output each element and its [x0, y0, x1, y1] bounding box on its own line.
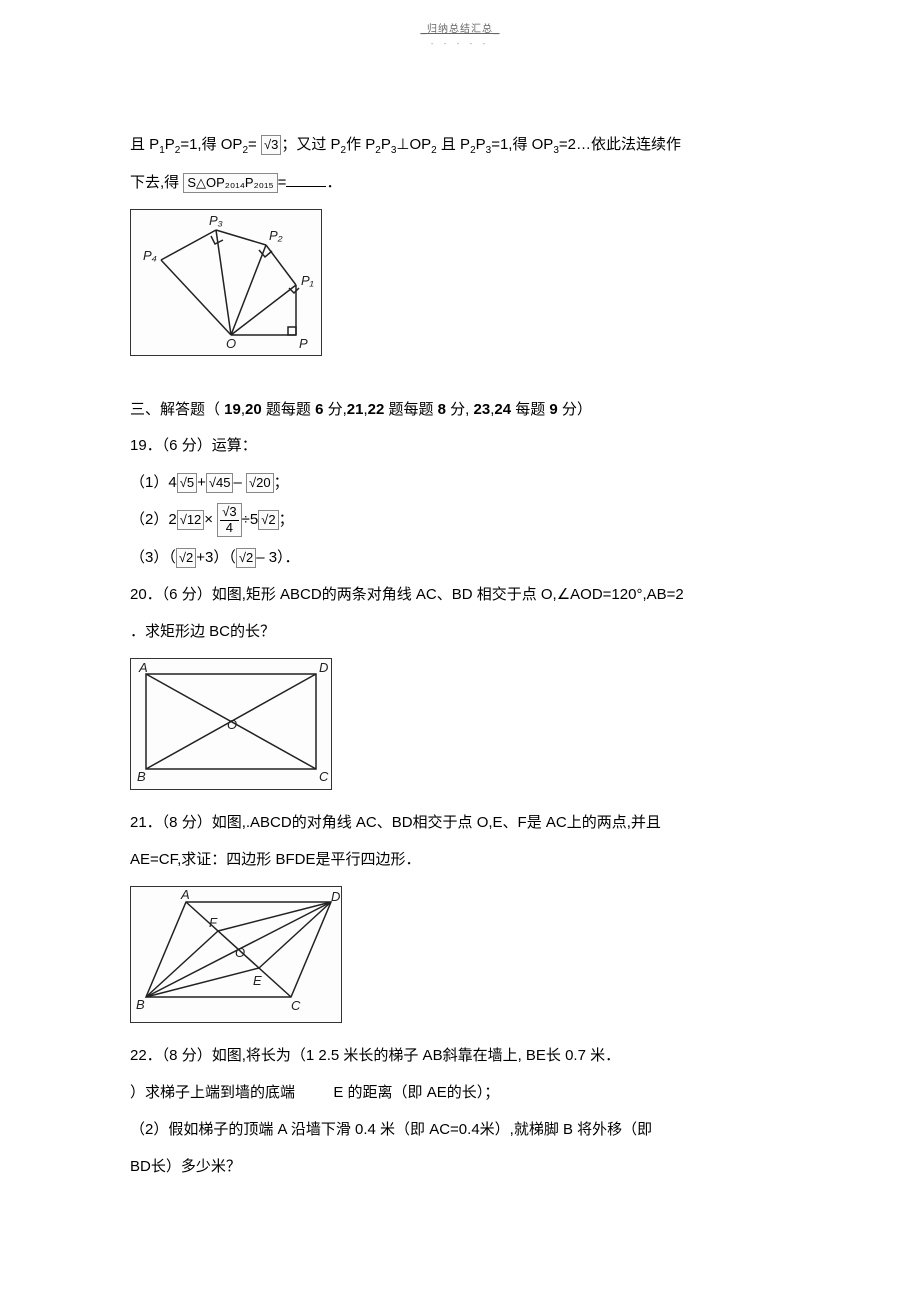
label-P2: P₂ — [269, 228, 283, 243]
label-P1: P₁ — [301, 273, 314, 288]
text: 且 P — [437, 136, 470, 153]
sqrt2b: √2 — [236, 548, 256, 568]
label-P: P — [299, 336, 308, 350]
header-sub: - - - - - — [130, 39, 790, 48]
label-D: D — [319, 660, 328, 675]
label-P4: P₄ — [143, 248, 157, 263]
text: P — [165, 136, 175, 153]
q19-head: 19．（6 分）运算： — [130, 429, 790, 462]
text: ）求梯子上端到墙的底端 — [130, 1084, 295, 1101]
q22-line1: 22．（8 分）如图,将长为（1 2.5 米长的梯子 AB斜靠在墙上, BE长 … — [130, 1039, 790, 1072]
label-B: B — [137, 769, 146, 784]
q22-line2: ）求梯子上端到墙的底端 E 的距离（即 AE的长）； — [130, 1076, 790, 1109]
label-O: O — [226, 336, 236, 350]
sqrt45: √45 — [206, 473, 234, 493]
text: = — [278, 174, 287, 191]
text: ；又过 P — [281, 136, 340, 153]
q21-svg: A D B C F O E — [131, 887, 341, 1017]
q22-line3: （2）假如梯子的顶端 A 沿墙下滑 0.4 米（即 AC=0.4米）,就梯脚 B… — [130, 1113, 790, 1146]
q18-line2: 下去,得 S△OP₂₀₁₄P₂₀₁₅= ． — [130, 166, 790, 199]
text: – — [233, 474, 241, 491]
text: ÷5 — [242, 511, 259, 528]
page: _归纳总结汇总_ - - - - - 且 P1P2=1,得 OP2= √3；又过… — [0, 0, 920, 1247]
text: – 3）． — [256, 549, 299, 566]
text: ； — [274, 474, 289, 491]
label-C: C — [291, 998, 301, 1013]
text: = — [248, 136, 257, 153]
text: （2）2 — [130, 511, 177, 528]
label-A: A — [180, 887, 190, 902]
frac-sqrt3-4: √34 — [217, 503, 241, 537]
q20-line2: ．求矩形边 BC的长？ — [130, 615, 790, 648]
q20-svg: A D B C O — [131, 659, 331, 784]
sqrt2a: √2 — [176, 548, 196, 568]
text: ． — [326, 174, 341, 191]
text: =2…依此法连续作 — [559, 136, 681, 153]
label-P3: P₃ — [209, 213, 223, 228]
label-E: E — [253, 973, 262, 988]
text: 且 P — [130, 136, 159, 153]
text: +3）（ — [196, 549, 236, 566]
q21-line1: 21．（8 分）如图,.ABCD的对角线 AC、BD相交于点 O,E、F是 AC… — [130, 806, 790, 839]
q22-line4: BD长）多少米？ — [130, 1150, 790, 1183]
text: E 的距离（即 AE的长）； — [333, 1084, 499, 1101]
sqrt3-box: √3 — [261, 135, 281, 155]
label-D: D — [331, 889, 340, 904]
text: P — [381, 136, 391, 153]
q19-p1: （1）4√5+√45– √20； — [130, 466, 790, 499]
text: P — [476, 136, 486, 153]
label-C: C — [319, 769, 329, 784]
text: =1,得 OP — [491, 136, 553, 153]
header-tag: _归纳总结汇总_ — [130, 20, 790, 35]
label-B: B — [136, 997, 145, 1012]
text: 作 P — [346, 136, 375, 153]
section3-title: 三、解答题（ 19,20 题每题 6 分,21,22 题每题 8 分, 23,2… — [130, 398, 790, 419]
text: ； — [279, 511, 294, 528]
text: 下去,得 — [130, 174, 183, 191]
sqrt5: √5 — [177, 473, 197, 493]
label-O: O — [227, 717, 237, 732]
frac-den: 4 — [220, 521, 238, 535]
q20-line1: 20．（6 分）如图,矩形 ABCD的两条对角线 AC、BD 相交于点 O,∠A… — [130, 578, 790, 611]
q18-line1: 且 P1P2=1,得 OP2= √3；又过 P2作 P2P3⊥OP2 且 P2P… — [130, 128, 790, 162]
text: （1）4 — [130, 474, 177, 491]
sqrt12: √12 — [177, 510, 205, 530]
label-F: F — [209, 915, 218, 930]
label-O: O — [235, 945, 245, 960]
q18-svg: O P P₁ P₂ P₃ P₄ — [131, 210, 321, 350]
label-A: A — [138, 660, 148, 675]
text: + — [197, 474, 206, 491]
text: ⊥OP — [396, 136, 431, 153]
area-expr: S△OP₂₀₁₄P₂₀₁₅ — [183, 173, 277, 193]
text: × — [204, 511, 213, 528]
q20-figure: A D B C O — [130, 658, 332, 790]
sqrt2: √2 — [258, 510, 278, 530]
q19-p2: （2）2√12× √34÷5√2； — [130, 503, 790, 537]
blank — [286, 186, 326, 187]
q19-p3: （3）（√2+3）（√2– 3）． — [130, 541, 790, 574]
text: =1,得 OP — [180, 136, 242, 153]
q18-figure: O P P₁ P₂ P₃ P₄ — [130, 209, 322, 356]
q21-line2: AE=CF,求证：四边形 BFDE是平行四边形． — [130, 843, 790, 876]
frac-num: √3 — [220, 505, 238, 520]
text: （3）（ — [130, 549, 176, 566]
sqrt20: √20 — [246, 473, 274, 493]
q21-figure: A D B C F O E — [130, 886, 342, 1023]
